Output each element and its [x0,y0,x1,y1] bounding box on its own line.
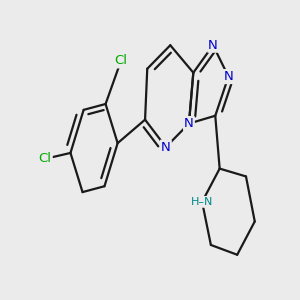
Text: H–N: H–N [191,197,213,207]
Text: N: N [161,141,171,154]
Text: N: N [184,117,194,130]
Text: Cl: Cl [39,152,52,165]
Text: N: N [224,70,233,83]
Text: Cl: Cl [114,54,128,68]
Text: N: N [208,39,218,52]
